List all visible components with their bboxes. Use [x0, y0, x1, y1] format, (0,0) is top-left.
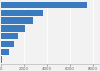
Bar: [1, 56, 2, 63]
Bar: [1, 25, 25, 32]
Bar: [1, 17, 33, 24]
Bar: [1, 33, 18, 39]
Bar: [1, 41, 14, 47]
Bar: [1, 10, 42, 16]
Bar: [1, 2, 88, 8]
Bar: [1, 49, 9, 55]
